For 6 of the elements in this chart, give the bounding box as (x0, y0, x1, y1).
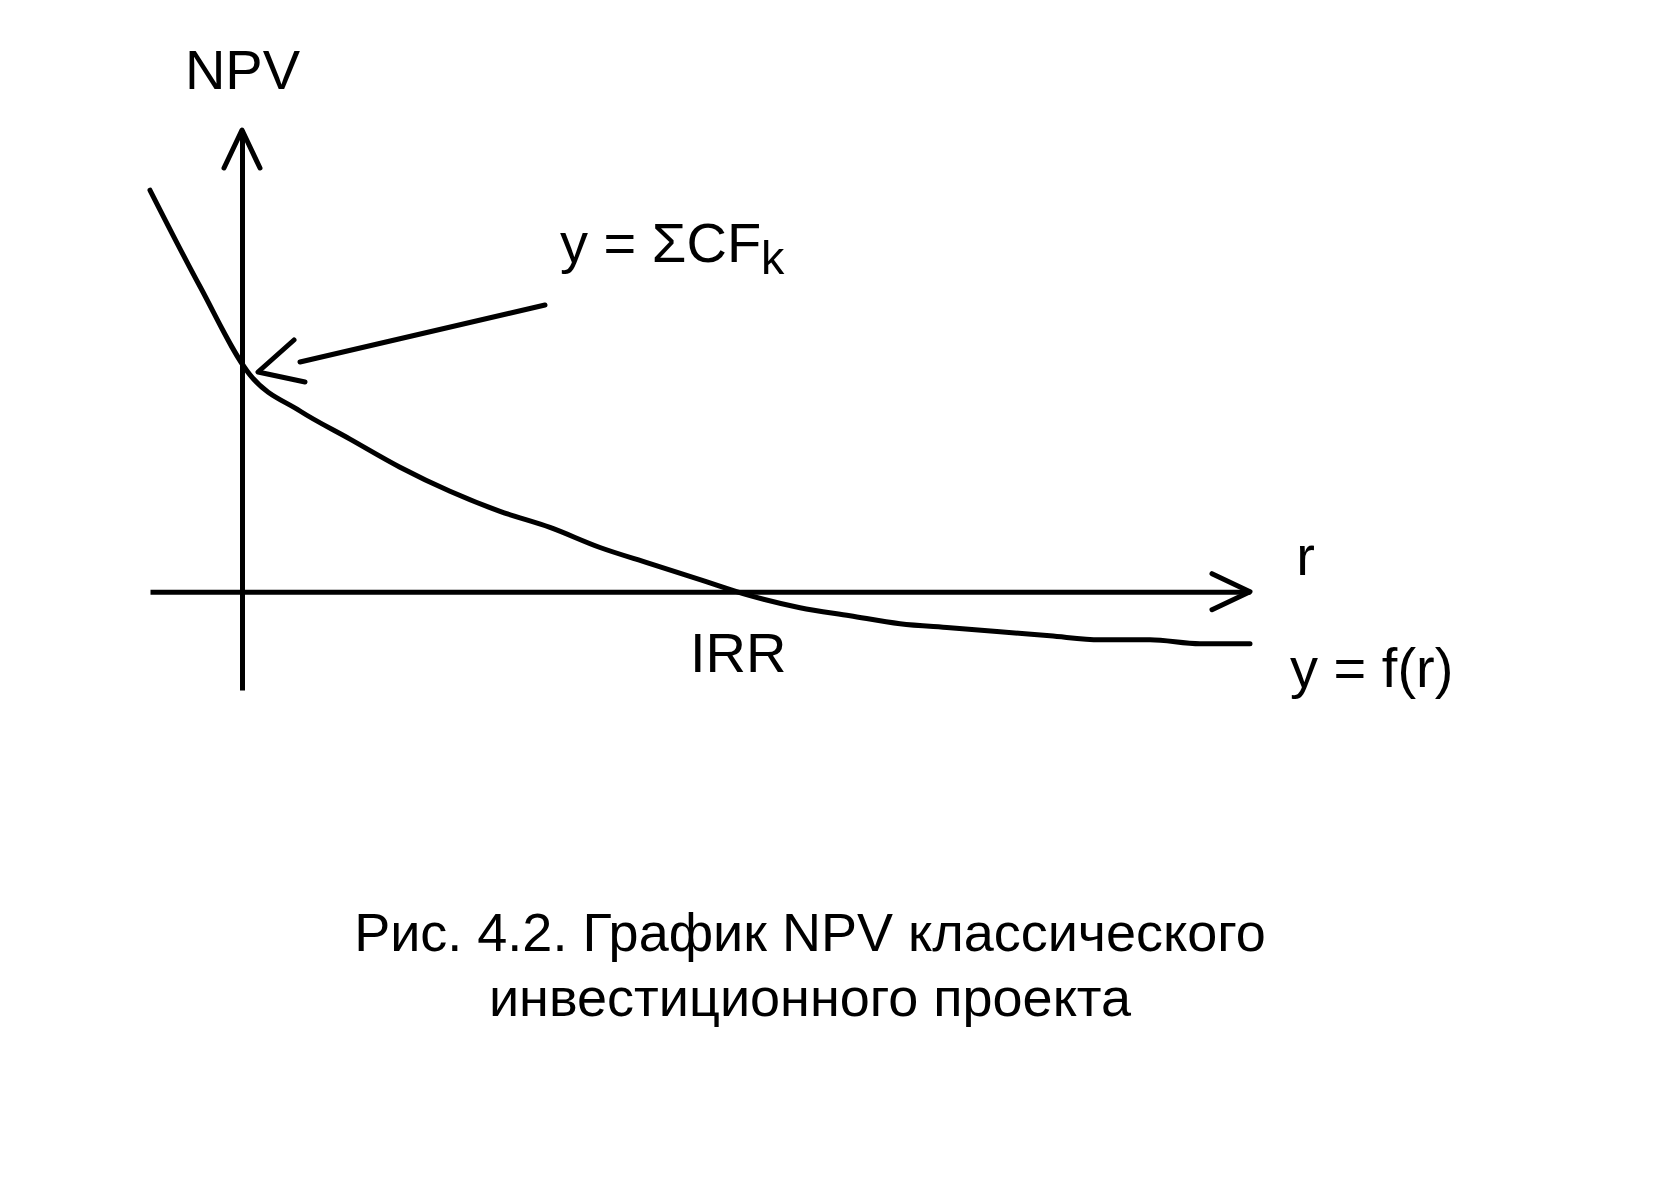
annotation: IRR (690, 621, 787, 684)
text: Рис. 4.2. График NPV классического инвестиционного проекта (353, 901, 1267, 1029)
text: y = f(r) (1290, 636, 1454, 699)
annotation: y = ΣCF$_{k}$ (560, 211, 785, 285)
y-axis-title: NPV (184, 37, 301, 101)
x-axis-title: r (1296, 524, 1315, 588)
